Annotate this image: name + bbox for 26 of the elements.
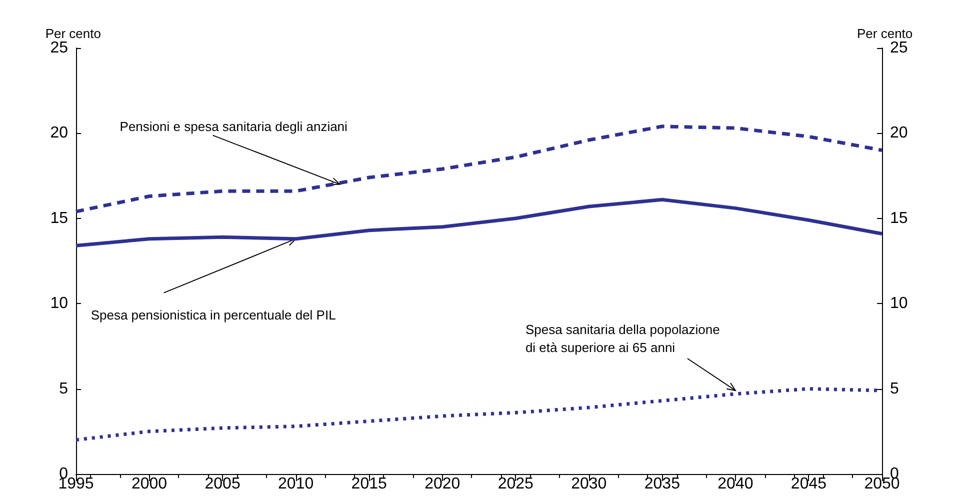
- x-tick-label: 2025: [498, 476, 534, 492]
- x-tick-label: 2015: [351, 476, 387, 492]
- x-tick-label: 2040: [718, 476, 754, 492]
- x-tick-label: 2030: [571, 476, 607, 492]
- y2-tick-label: 5: [890, 380, 899, 398]
- x-tick-label: 2010: [278, 476, 314, 492]
- y2-tick-label: 15: [890, 210, 908, 227]
- x-tick-label: 2045: [790, 476, 827, 492]
- y-tick-label: 20: [50, 124, 68, 142]
- y-tick-label: 25: [50, 40, 68, 56]
- annotation: Spesa pensionistica in percentuale del PIL: [90, 307, 336, 322]
- y-tick-label: 10: [50, 295, 68, 312]
- x-tick-label: 2035: [644, 476, 680, 492]
- annotation: Spesa sanitaria della popolazione di età superiore ai 65 anni: [525, 322, 720, 356]
- y-tick-label: 5: [59, 380, 68, 398]
- y2-tick-label: 10: [890, 295, 908, 312]
- x-tick-label: 2000: [131, 476, 168, 492]
- y2-tick-label: 25: [890, 40, 908, 56]
- x-tick-label: 2020: [424, 476, 460, 492]
- y2-tick-label: 20: [890, 124, 908, 142]
- line-series: [74, 198, 884, 248]
- y-tick-label: 15: [50, 210, 68, 227]
- y-axis-title: Per cento: [45, 26, 101, 41]
- annotation: Pensioni e spesa sanitaria degli anziani: [120, 118, 348, 134]
- y2-axis-title: Per cento: [857, 26, 913, 41]
- x-tick-label: 2005: [204, 476, 240, 492]
